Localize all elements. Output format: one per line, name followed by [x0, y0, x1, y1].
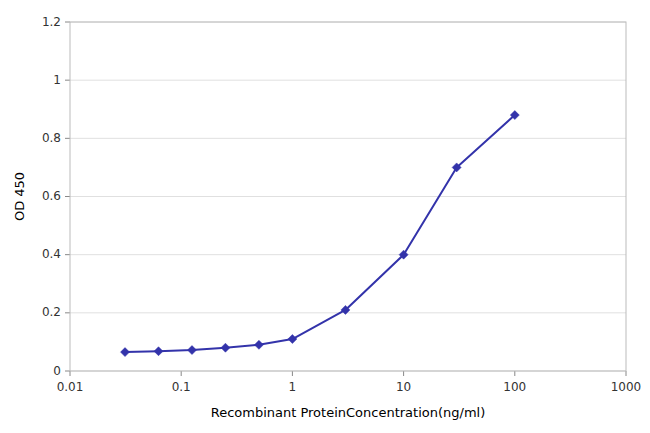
x-tick-label: 100 [503, 380, 526, 394]
x-tick [70, 371, 71, 376]
y-tick [65, 312, 70, 313]
y-tick [65, 254, 70, 255]
y-grid-line [70, 80, 626, 81]
line [125, 115, 515, 352]
y-axis-label: OD 450 [12, 172, 27, 221]
x-tick [403, 371, 404, 376]
y-grid-line [70, 254, 626, 255]
x-tick-label: 0.1 [172, 380, 191, 394]
data-group [121, 111, 520, 357]
x-tick-label: 1000 [611, 380, 642, 394]
y-tick [65, 80, 70, 81]
y-tick [65, 196, 70, 197]
x-tick [292, 371, 293, 376]
y-grid-line [70, 312, 626, 313]
y-grid-line [70, 196, 626, 197]
y-tick-label: 1 [53, 73, 61, 87]
marker [452, 163, 461, 172]
x-tick [626, 371, 627, 376]
x-tick [181, 371, 182, 376]
plot-frame [70, 22, 626, 371]
marker [510, 111, 519, 120]
marker [254, 340, 263, 349]
x-tick-label: 10 [396, 380, 411, 394]
y-tick [65, 371, 70, 372]
y-tick-label: 0.8 [42, 131, 61, 145]
y-tick-label: 0.4 [42, 247, 61, 261]
y-tick-label: 0.2 [42, 305, 61, 319]
y-tick-label: 0 [53, 364, 61, 378]
y-tick-label: 0.6 [42, 189, 61, 203]
marker [121, 348, 130, 357]
y-tick-label: 1.2 [42, 15, 61, 29]
y-tick [65, 22, 70, 23]
chart: 0 0.2 0.4 0.6 0.8 1 1.2 0.01 0.1 1 10 100 1000 Recomb… [0, 0, 650, 433]
plot-background [70, 22, 626, 371]
marker [221, 343, 230, 352]
marker [154, 347, 163, 356]
y-tick [65, 138, 70, 139]
x-tick-label: 0.01 [57, 380, 84, 394]
marker [187, 346, 196, 355]
x-tick [514, 371, 515, 376]
x-axis-label: Recombinant ProteinConcentration(ng/ml) [211, 405, 486, 420]
marker [341, 305, 350, 314]
y-grid-line [70, 138, 626, 139]
marker [288, 335, 297, 344]
marker [399, 250, 408, 259]
x-tick-label: 1 [289, 380, 297, 394]
